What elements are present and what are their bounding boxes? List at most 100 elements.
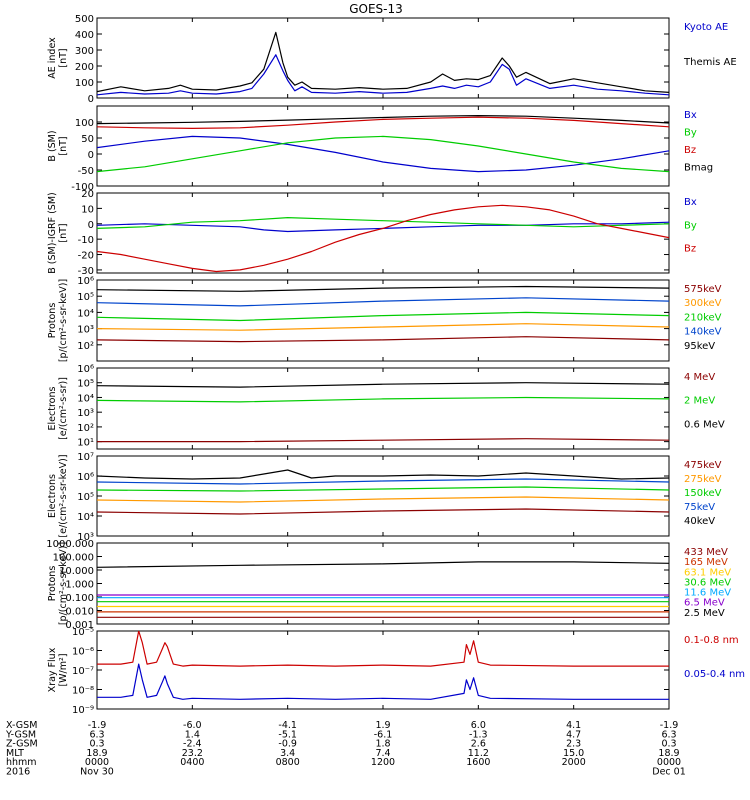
legend-entry: 300keV <box>684 298 722 309</box>
legend-entry: 75keV <box>684 502 715 513</box>
panel-electrons_kev: 10³ 10⁴ 10⁵ 10⁶ 10⁷ Electrons [e/(cm²-s-sr-keV… <box>47 452 722 543</box>
y-tick-label: 10⁵ <box>77 292 94 303</box>
y-tick-label: 1000.000 <box>46 539 94 550</box>
time-axis-table: X-GSM -1.9 -6.0 -4.1 1.9 6.0 4.1 -1.9 Y-GSM 6.3 1.… <box>5 720 686 778</box>
time-axis-value: 4.7 <box>566 729 581 740</box>
time-axis-value: -1.9 <box>88 720 107 731</box>
series-group <box>97 561 669 618</box>
y-axis-label: [nT] <box>58 48 69 67</box>
time-axis-value: 2000 <box>562 757 586 768</box>
time-axis-value: 18.9 <box>658 748 679 759</box>
time-axis-row-label: Z-GSM <box>6 739 38 750</box>
y-tick-label: 10⁻⁷ <box>72 666 94 677</box>
y-axis-label: AE index <box>47 37 58 79</box>
y-tick-label: 0 <box>88 220 94 231</box>
series-line-bmag <box>97 114 669 125</box>
series-line-bx <box>97 135 669 173</box>
legend-entry: By <box>684 220 697 231</box>
time-axis-value: 1.4 <box>185 729 200 740</box>
legend-entry: 475keV <box>684 460 722 471</box>
time-axis-row-label: X-GSM <box>6 720 37 731</box>
series-group <box>97 469 669 515</box>
time-axis-value: 6.3 <box>89 729 104 740</box>
y-tick-label: 10³ <box>77 532 94 543</box>
time-axis-row-label: hhmm <box>6 757 37 768</box>
y-axis-label: [e/(cm²-s-sr)] <box>58 377 69 440</box>
y-tick-label: 10⁶ <box>77 364 94 375</box>
y-tick-label: 100.000 <box>53 553 94 564</box>
legend-entry: 95keV <box>684 341 715 352</box>
y-tick-label: 0.100 <box>65 593 94 604</box>
legend-entry: 63.1 MeV <box>684 567 731 578</box>
legend-entry: Bx <box>684 110 697 121</box>
y-tick-label: 0 <box>88 150 94 161</box>
y-tick-label: 10⁴ <box>77 512 94 523</box>
panel-xray: 10⁻⁹ 10⁻⁸ 10⁻⁷ 10⁻⁶ 10⁻⁵ Xray Flux [W/m²] 0.1-0… <box>47 627 745 716</box>
time-axis-value: 3.4 <box>280 748 295 759</box>
series-line-475kev <box>97 508 669 515</box>
time-axis-value: 4.1 <box>566 720 581 731</box>
time-axis-value: -1.3 <box>469 729 488 740</box>
time-axis-value: 1.9 <box>375 720 390 731</box>
series-line-95kev <box>97 285 669 292</box>
time-axis-value: -5.1 <box>278 729 297 740</box>
y-tick-label: 400 <box>75 30 94 41</box>
series-line-bx <box>97 221 669 233</box>
y-tick-label: 100 <box>75 78 94 89</box>
series-group <box>97 382 669 443</box>
series-line-by <box>97 217 669 229</box>
y-tick-label: -50 <box>78 166 94 177</box>
y-tick-label: -100 <box>71 182 94 193</box>
time-axis-value: 1.8 <box>375 739 390 750</box>
y-tick-label: 10.000 <box>59 566 94 577</box>
series-group <box>97 114 669 173</box>
y-tick-label: 10⁻⁹ <box>72 705 94 716</box>
y-tick-label: 10⁻⁸ <box>72 686 94 697</box>
y-tick-label: -30 <box>78 266 94 277</box>
y-tick-label: 1.000 <box>65 580 94 591</box>
panel-frame <box>96 630 670 710</box>
time-axis-row-label: MLT <box>6 748 24 759</box>
series-line-300kev <box>97 323 669 331</box>
y-tick-label: -10 <box>78 235 94 246</box>
series-group <box>97 31 669 96</box>
time-axis-value: 11.2 <box>468 748 489 759</box>
y-axis-label: [nT] <box>58 136 69 155</box>
legend-entry: 140keV <box>684 327 722 338</box>
y-axis-label: [W/m²] <box>58 653 69 686</box>
y-tick-label: -20 <box>78 251 94 262</box>
time-axis-value: 0.3 <box>89 739 104 750</box>
time-axis-value: 0.3 <box>661 739 676 750</box>
y-tick-label: 10² <box>77 341 94 352</box>
series-line-140kev <box>97 297 669 307</box>
time-axis-value: Dec 01 <box>652 767 686 778</box>
y-tick-label: 10⁶ <box>77 276 94 287</box>
legend-entry: 2 MeV <box>684 396 715 407</box>
series-line-210kev <box>97 311 669 322</box>
legend-entry: 150keV <box>684 488 722 499</box>
time-axis-row-label: Y-GSM <box>5 729 36 740</box>
panel-frame <box>96 192 670 274</box>
legend-entry: 575keV <box>684 284 722 295</box>
y-tick-label: 200 <box>75 62 94 73</box>
y-tick-label: 10⁷ <box>77 452 94 463</box>
legend-entry: 4 MeV <box>684 372 715 383</box>
y-tick-label: 10⁵ <box>77 492 94 503</box>
time-axis-value: -1.9 <box>660 720 679 731</box>
y-axis-label: Electrons <box>47 386 58 430</box>
y-tick-label: 0.001 <box>65 620 94 631</box>
y-tick-label: 0 <box>88 94 94 105</box>
series-group <box>97 204 669 273</box>
legend-entry: 11.6 MeV <box>684 588 731 599</box>
legend-entry: 40keV <box>684 516 715 527</box>
y-tick-label: 500 <box>75 14 94 25</box>
y-tick-label: 10 <box>81 204 94 215</box>
y-axis-label: [e/(cm²-s-sr-keV)] <box>58 454 69 537</box>
legend-entry: 6.5 MeV <box>684 598 725 609</box>
time-axis-value: 0000 <box>85 757 109 768</box>
series-line-40kev <box>97 469 669 480</box>
series-line-bz <box>97 116 669 129</box>
legend-entry: Themis AE <box>683 57 737 68</box>
time-axis-value: 7.4 <box>375 748 390 759</box>
time-axis-value: 18.9 <box>86 748 107 759</box>
